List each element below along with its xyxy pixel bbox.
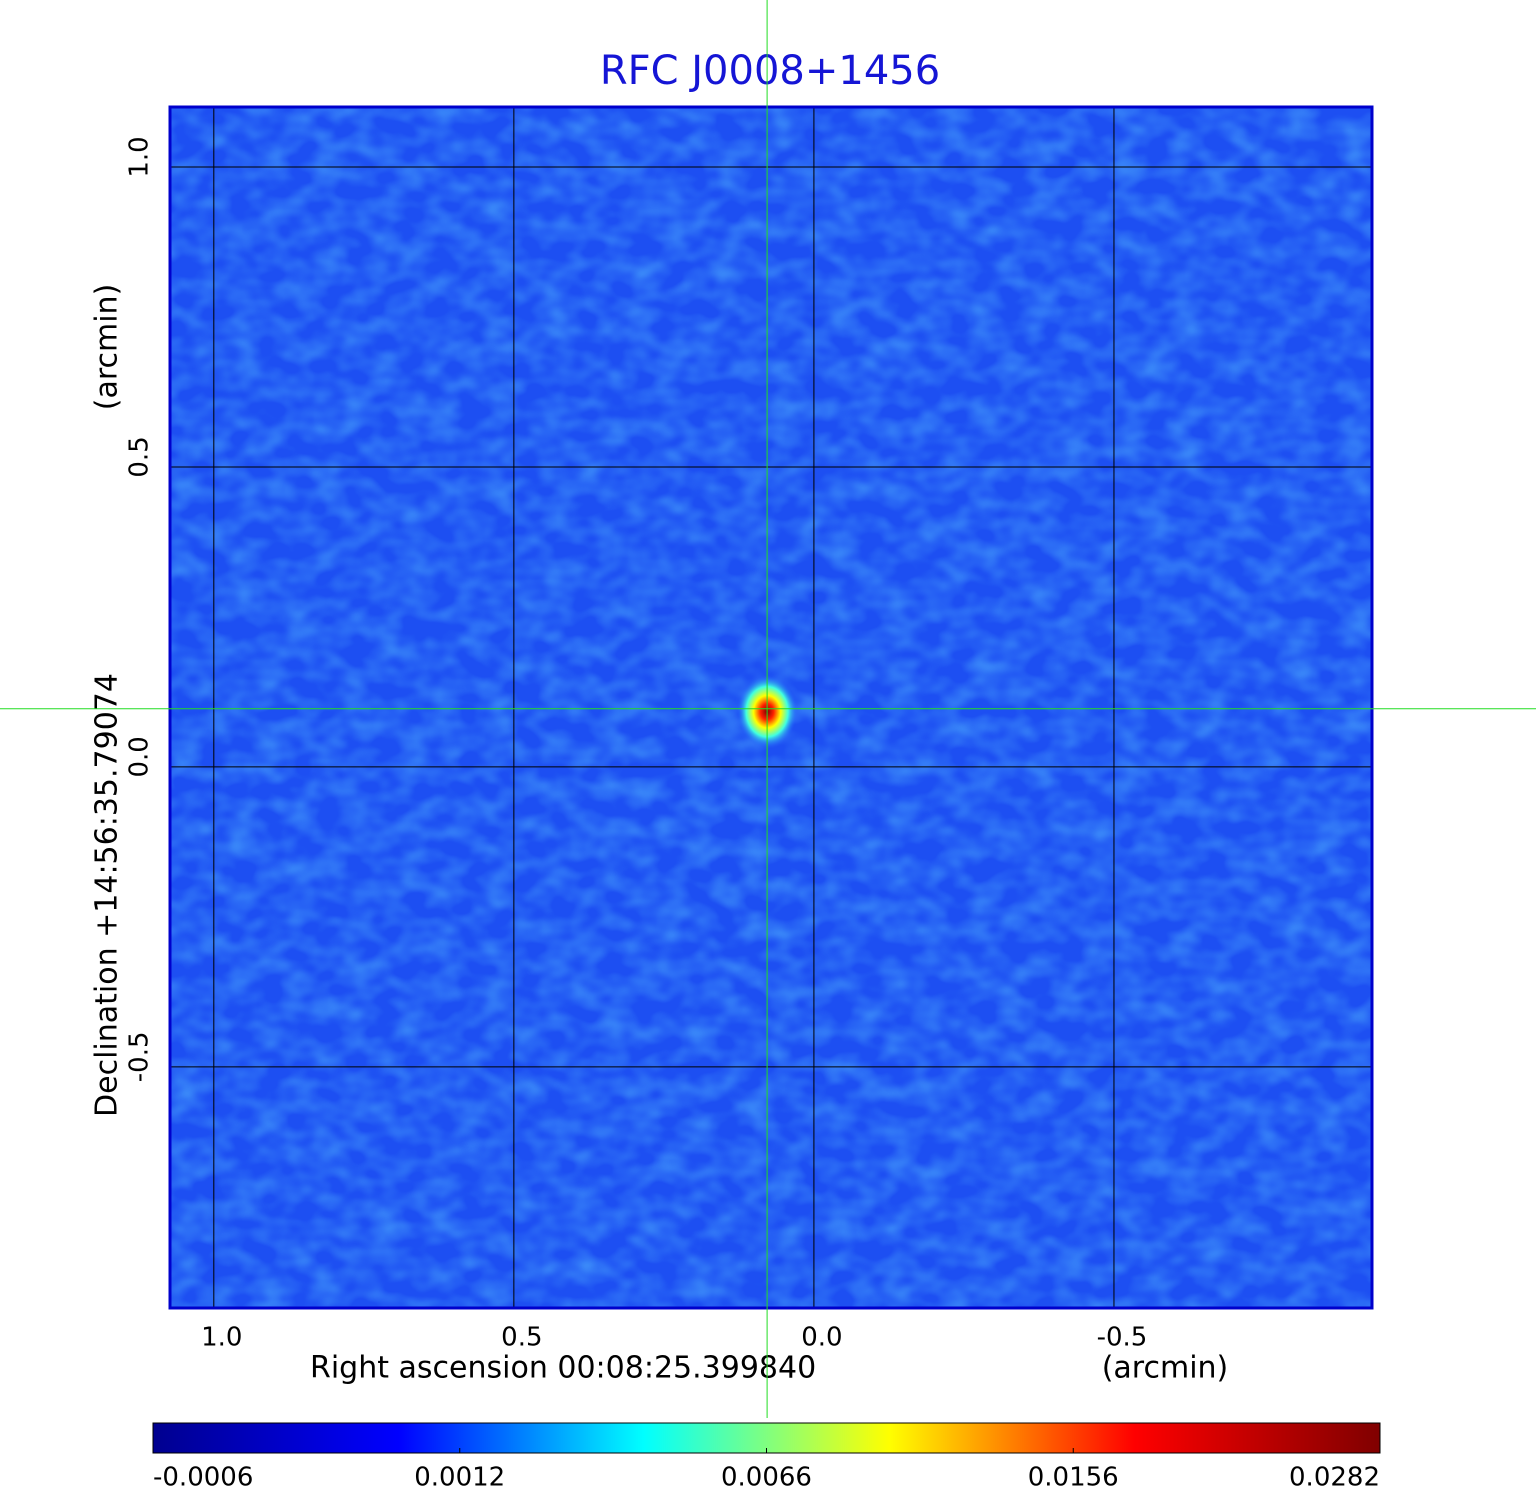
y-axis-label: Declination +14:56:35.79074 — [90, 673, 125, 1117]
x-tick-label: -0.5 — [1097, 1323, 1148, 1353]
x-axis-unit: (arcmin) — [1102, 1351, 1229, 1386]
plot-frame — [168, 105, 1374, 1310]
x-tick-label: 1.0 — [201, 1323, 242, 1353]
x-tick-label: 0.0 — [801, 1323, 842, 1353]
colorbar-tick-label: 0.0282 — [1289, 1463, 1380, 1493]
y-axis-unit: (arcmin) — [90, 284, 125, 411]
x-tick-label: 0.5 — [501, 1323, 542, 1353]
colorbar-tick-label: 0.0066 — [721, 1463, 812, 1493]
x-axis-label: Right ascension 00:08:25.399840 — [310, 1351, 816, 1386]
colorbar-tick-label: 0.0156 — [1028, 1463, 1119, 1493]
y-tick-label: 0.0 — [125, 736, 155, 777]
chart-title: RFC J0008+1456 — [600, 48, 940, 94]
y-tick-label: 1.0 — [125, 136, 155, 177]
y-tick-label: -0.5 — [125, 1031, 155, 1082]
colorbar-tick-label: 0.0012 — [414, 1463, 505, 1493]
colorbar-tick-label: -0.0006 — [153, 1463, 253, 1493]
y-tick-label: 0.5 — [125, 436, 155, 477]
